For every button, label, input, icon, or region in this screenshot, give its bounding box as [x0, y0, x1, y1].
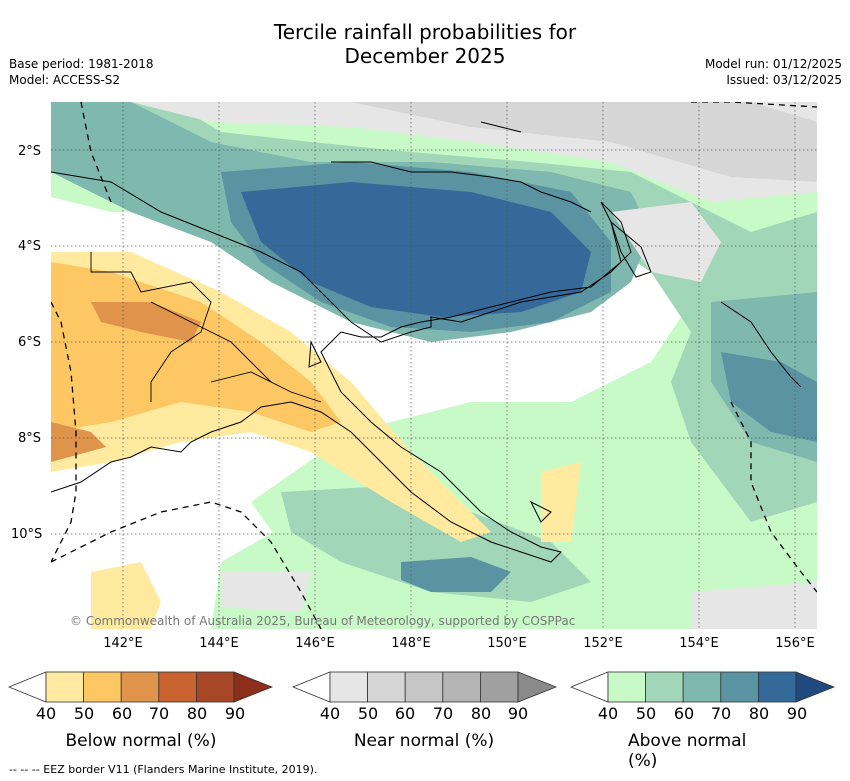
lon-label-152e: 152°E [583, 636, 623, 651]
cbar-tick: 80 [470, 704, 492, 723]
cbar-tick: 70 [710, 704, 732, 723]
cbar-tick: 80 [748, 704, 770, 723]
cbar-tick: 50 [635, 704, 657, 723]
cbar-tick: 70 [432, 704, 454, 723]
colorbar-swatch [83, 671, 122, 703]
colorbar-swatch [757, 671, 797, 703]
cbar-tick: 60 [111, 704, 133, 723]
cbar-tick: 50 [73, 704, 95, 723]
below-70-west [51, 422, 106, 462]
colorbar-below [8, 671, 274, 703]
cbar-tick: 60 [394, 704, 416, 723]
lon-label-142e: 142°E [103, 636, 143, 651]
above-90-region [241, 182, 591, 317]
colorbar-swatch [120, 671, 160, 703]
copyright-notice: © Commonwealth of Australia 2025, Bureau… [70, 614, 576, 628]
cbar-tick: 50 [357, 704, 379, 723]
lat-label-8s: 8°S [18, 431, 42, 446]
colorbar-min-arrow [570, 671, 609, 703]
lon-label-154e: 154°E [679, 636, 719, 651]
colorbar-swatch [367, 671, 406, 703]
cbar-tick: 70 [148, 704, 170, 723]
colorbar-title-above: Above normal (%) [628, 731, 747, 771]
cbar-tick: 80 [186, 704, 208, 723]
lat-label-6s: 6°S [18, 335, 42, 350]
lon-label-156e: 156°E [775, 636, 815, 651]
title-line-2: December 2025 [344, 44, 506, 68]
coastlines [51, 121, 802, 563]
lon-label-146e: 146°E [295, 636, 335, 651]
lat-label-2s: 2°S [18, 144, 42, 159]
map-panel [51, 102, 817, 629]
cbar-tick: 40 [319, 704, 341, 723]
lon-label-144e: 144°E [199, 636, 239, 651]
colorbar-swatch [329, 671, 368, 703]
lat-label-4s: 4°S [18, 239, 42, 254]
cbar-tick: 90 [507, 704, 529, 723]
colorbar-near [292, 671, 558, 703]
colorbar-swatch [720, 671, 759, 703]
cbar-tick: 90 [224, 704, 246, 723]
colorbar-swatch [404, 671, 444, 703]
cbar-tick: 60 [673, 704, 695, 723]
issued-date: Issued: 03/12/2025 [726, 73, 842, 87]
lat-label-10s: 10°S [11, 527, 43, 542]
colorbar-above [570, 671, 836, 703]
colorbar-title-near: Near normal (%) [353, 731, 495, 751]
eez-footnote: -- -- -- EEZ border V11 (Flanders Marine… [9, 763, 318, 776]
near-50-sw [221, 572, 311, 612]
model-name: Model: ACCESS-S2 [9, 73, 121, 87]
colorbar-min-arrow [8, 671, 47, 703]
cbar-tick: 40 [597, 704, 619, 723]
lon-label-150e: 150°E [487, 636, 527, 651]
near-50-east [611, 202, 721, 282]
meta-right: Model run: 01/12/2025 Issued: 03/12/2025 [705, 56, 842, 88]
colorbar-swatch [607, 671, 646, 703]
map-title: Tercile rainfall probabilities for Decem… [0, 20, 850, 68]
province-borders [90, 252, 322, 403]
above-80-east [721, 352, 817, 442]
colorbar-swatch [645, 671, 684, 703]
colorbar-min-arrow [292, 671, 331, 703]
below-50-se [541, 462, 581, 542]
meta-left: Base period: 1981-2018 Model: ACCESS-S2 [9, 56, 154, 88]
colorbar-max-arrow [795, 671, 836, 703]
colorbar-swatch [442, 671, 481, 703]
near-60-north [351, 102, 817, 182]
colorbar-swatch [682, 671, 722, 703]
map-svg [51, 102, 817, 629]
cbar-tick: 40 [35, 704, 57, 723]
colorbar-swatch [45, 671, 84, 703]
eez-borders [51, 102, 817, 629]
cbar-tick: 90 [786, 704, 808, 723]
colorbar-max-arrow [517, 671, 558, 703]
title-line-1: Tercile rainfall probabilities for [273, 20, 577, 44]
lon-label-148e: 148°E [391, 636, 431, 651]
near-50-se [691, 582, 817, 629]
colorbar-swatch [158, 671, 197, 703]
model-run: Model run: 01/12/2025 [704, 57, 842, 71]
colorbar-title-below: Below normal (%) [65, 731, 217, 751]
base-period: Base period: 1981-2018 [9, 57, 154, 71]
below-70-region [91, 302, 201, 342]
colorbar-max-arrow [233, 671, 274, 703]
below-50-southwest [91, 562, 161, 629]
colorbar-swatch [479, 671, 519, 703]
above-60-south [281, 487, 591, 602]
above-80-south [401, 557, 511, 592]
colorbar-swatch [195, 671, 235, 703]
